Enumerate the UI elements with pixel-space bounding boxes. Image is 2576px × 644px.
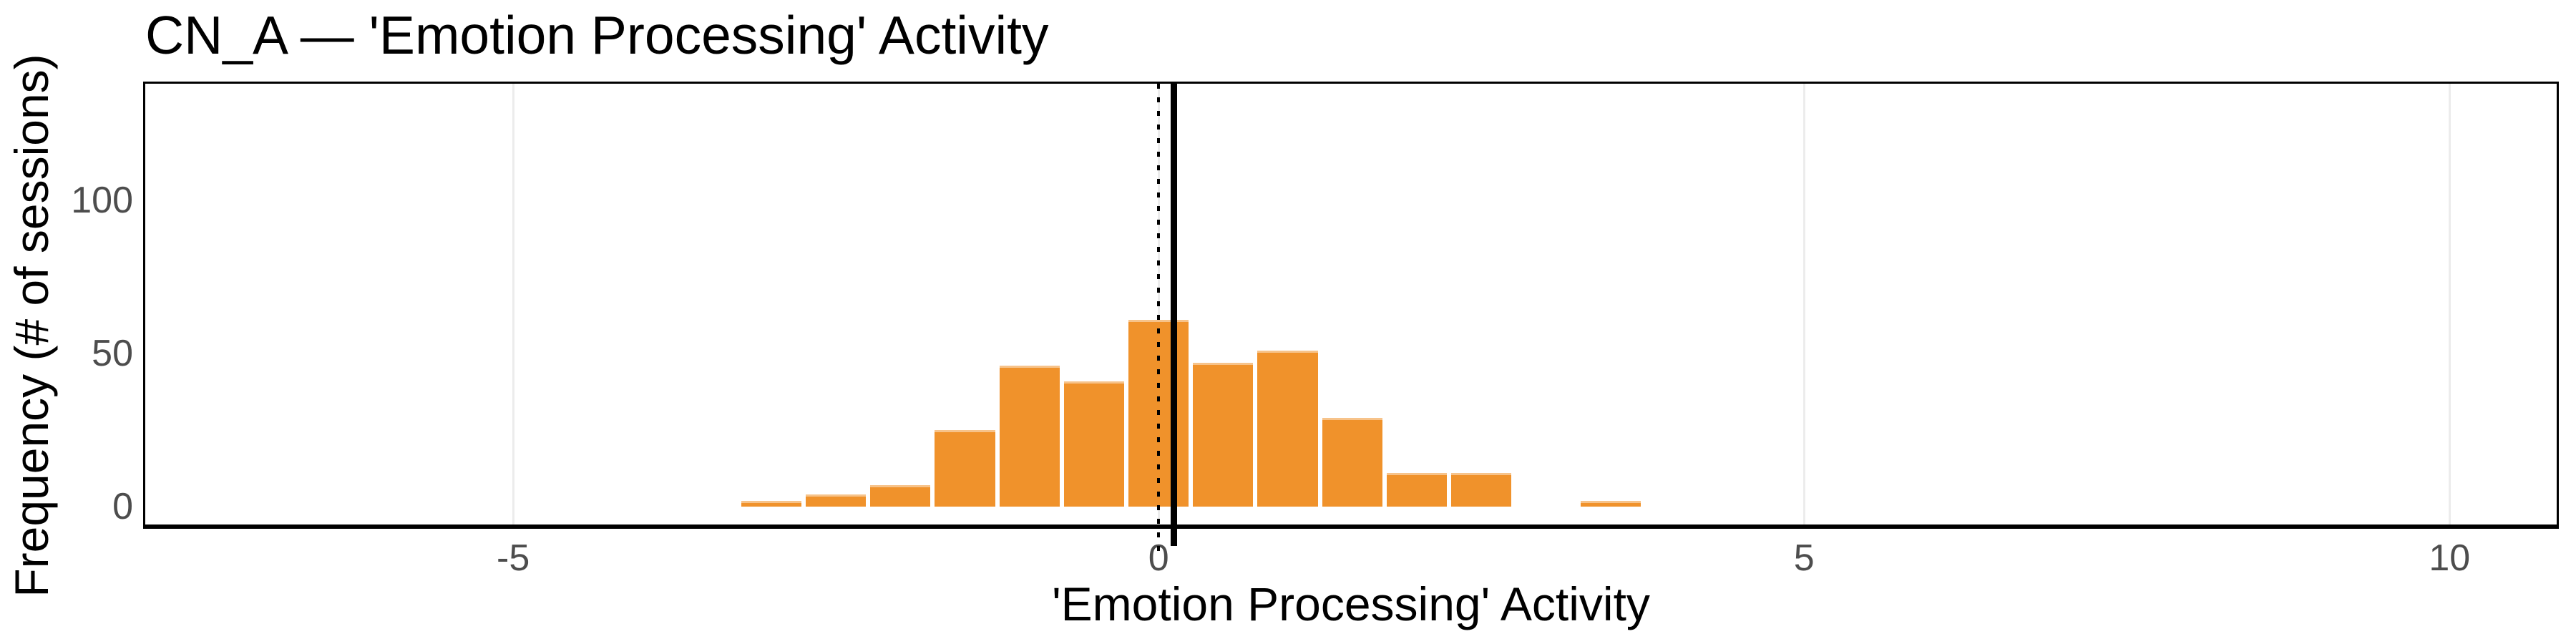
x-tick-label--5: -5 <box>497 537 530 579</box>
gridline-x-10 <box>2448 84 2451 525</box>
gridline-x-5 <box>1802 84 1805 525</box>
histogram-bar <box>999 366 1060 507</box>
mean-line <box>1171 84 1178 546</box>
histogram-bar <box>741 500 802 507</box>
histogram-bar <box>806 494 867 507</box>
histogram-bar <box>870 485 931 507</box>
y-tick-label-100: 100 <box>71 180 133 222</box>
x-tick-label-10: 10 <box>2429 537 2471 579</box>
x-tick-label-5: 5 <box>1793 537 1815 579</box>
histogram-bar <box>1386 473 1448 507</box>
gridline-x--5 <box>512 84 514 525</box>
plot-panel <box>143 82 2559 553</box>
histogram-bar <box>1063 381 1125 507</box>
histogram-bar <box>1193 362 1254 507</box>
y-tick-label-50: 50 <box>92 333 133 375</box>
x-axis-title: 'Emotion Processing' Activity <box>1052 577 1650 630</box>
x-axis-tick-labels: -5 0 5 10 <box>145 537 2557 582</box>
histogram-bar <box>1257 350 1318 507</box>
y-tick-label-0: 0 <box>112 486 133 528</box>
y-axis-tick-labels: 0 50 100 <box>0 84 133 528</box>
zero-line <box>1157 84 1161 553</box>
histogram-bar <box>935 430 995 507</box>
histogram-bar <box>1322 418 1382 507</box>
histogram-bar <box>1580 500 1641 507</box>
chart-title: CN_A — 'Emotion Processing' Activity <box>145 5 1049 65</box>
histogram-bar <box>1451 473 1512 507</box>
